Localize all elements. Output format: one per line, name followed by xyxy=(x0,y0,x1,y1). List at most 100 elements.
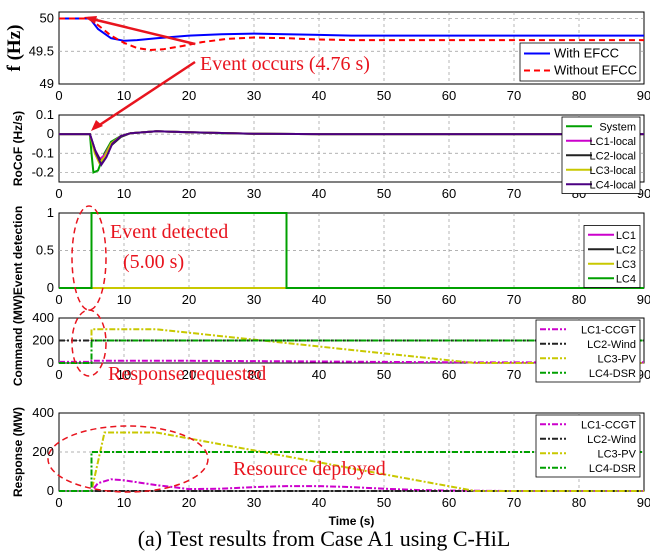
y-axis-label: RoCoF (Hz/s) xyxy=(11,111,25,186)
legend-box xyxy=(583,225,641,288)
y-tick-label: 0 xyxy=(47,280,54,295)
y-tick-label: 0 xyxy=(47,355,54,370)
x-tick-label: 80 xyxy=(572,292,586,307)
y-tick-label: -0.1 xyxy=(32,145,54,160)
resource-deployed-label: Resource deployed xyxy=(233,458,386,480)
x-tick-label: 20 xyxy=(182,367,196,382)
event-detected-ellipse xyxy=(71,205,107,311)
legend-entry: LC2-Wind xyxy=(587,434,636,446)
x-tick-label: 0 xyxy=(55,88,62,103)
event-detected-label: Event detected xyxy=(110,221,228,243)
figure-caption: (a) Test results from Case A1 using C-Hi… xyxy=(138,526,511,551)
response-requested-label: Response requested xyxy=(108,363,266,385)
y-tick-label: 49.5 xyxy=(29,43,54,58)
y-axis-label: f (Hz) xyxy=(4,25,25,72)
legend-box xyxy=(519,42,641,82)
x-tick-label: 0 xyxy=(55,367,62,382)
x-tick-label: 70 xyxy=(507,292,521,307)
frequency-panel: 0 10 20 30 40 50 60 70 80 90 49 49.5 50 f (Hz) With EF… xyxy=(4,11,650,103)
event-arrowhead-1 xyxy=(84,16,97,24)
series-line-without-efcc xyxy=(59,17,644,52)
legend-entry: LC1 xyxy=(616,230,636,242)
x-tick-label: 90 xyxy=(637,495,650,510)
x-tick-label: 30 xyxy=(247,88,261,103)
x-tick-label: 20 xyxy=(182,88,196,103)
x-tick-label: 0 xyxy=(55,292,62,307)
y-tick-label: 400 xyxy=(32,310,54,325)
y-tick-label: 400 xyxy=(32,405,54,420)
x-tick-label: 40 xyxy=(312,367,326,382)
y-tick-label: 0.1 xyxy=(36,107,54,122)
legend-entry: LC1-CCGT xyxy=(581,324,636,336)
x-tick-label: 40 xyxy=(312,186,326,201)
y-tick-label: 49 xyxy=(40,76,54,91)
legend-box xyxy=(535,319,641,383)
x-tick-label: 60 xyxy=(442,88,456,103)
x-tick-label: 60 xyxy=(442,292,456,307)
legend-entry: LC3-PV xyxy=(597,448,636,460)
event-arrowhead-2 xyxy=(91,120,103,131)
legend-entry: Without EFCC xyxy=(554,63,637,78)
y-tick-label: 200 xyxy=(32,333,54,348)
x-tick-label: 10 xyxy=(117,88,131,103)
x-tick-label: 20 xyxy=(182,495,196,510)
command-panel: 01020304050607080904002000Command (MW)LC… xyxy=(11,295,650,386)
legend-entry: LC1-CCGT xyxy=(581,419,636,431)
x-tick-label: 30 xyxy=(247,367,261,382)
x-axis-label: Time (s) xyxy=(329,514,375,528)
x-tick-label: 30 xyxy=(247,186,261,201)
x-tick-label: 50 xyxy=(377,88,391,103)
series-line-lc4-dsr xyxy=(59,451,644,492)
x-tick-label: 70 xyxy=(507,495,521,510)
y-axis-label: Event detection xyxy=(11,206,25,295)
resource-deployed-ellipse xyxy=(47,425,209,493)
legend-entry: System xyxy=(599,121,636,133)
response-requested-ellipse xyxy=(71,309,107,377)
series-line-with-efcc xyxy=(59,17,644,42)
x-tick-label: 0 xyxy=(55,186,62,201)
x-tick-label: 50 xyxy=(377,495,391,510)
series-line-lc4 xyxy=(59,212,644,289)
plot-area xyxy=(58,114,645,183)
x-tick-label: 90 xyxy=(637,292,650,307)
event-occurs-label: Event occurs (4.76 s) xyxy=(200,53,370,75)
x-tick-label: 70 xyxy=(507,88,521,103)
legend-entry: LC4-DSR xyxy=(589,463,636,475)
legend-entry: With EFCC xyxy=(554,46,619,61)
event-detection-panel: 0 10 20 30 40 50 60 70 80 90 1 0.5 0 Event detection L… xyxy=(11,205,650,307)
y-tick-label: 0.5 xyxy=(36,243,54,258)
x-tick-label: 10 xyxy=(117,367,131,382)
x-tick-label: 10 xyxy=(117,292,131,307)
legend-box xyxy=(535,414,641,478)
legend-entry: LC4 xyxy=(616,273,636,285)
y-axis-label: Response (MW) xyxy=(11,407,25,497)
x-tick-label: 50 xyxy=(377,186,391,201)
x-tick-label: 20 xyxy=(182,292,196,307)
x-tick-label: 70 xyxy=(507,367,521,382)
legend-entry: LC2-Wind xyxy=(587,339,636,351)
x-tick-label: 40 xyxy=(312,495,326,510)
legend-entry: LC3-PV xyxy=(597,353,636,365)
event-detected-time-label: (5.00 s) xyxy=(123,251,184,273)
y-tick-label: 50 xyxy=(40,11,54,26)
x-tick-label: 30 xyxy=(247,495,261,510)
x-tick-label: 60 xyxy=(442,186,456,201)
y-axis-label: Command (MW) xyxy=(11,295,25,386)
x-tick-label: 80 xyxy=(572,495,586,510)
x-tick-label: 20 xyxy=(182,186,196,201)
x-tick-label: 30 xyxy=(247,292,261,307)
x-tick-label: 90 xyxy=(637,88,650,103)
y-tick-label: 0 xyxy=(47,126,54,141)
x-tick-label: 40 xyxy=(312,292,326,307)
response-panel: 0 10 20 30 40 50 60 70 80 90 400 200 0 Response (MW) T… xyxy=(11,405,650,528)
legend-entry: LC4-DSR xyxy=(589,368,636,380)
x-tick-label: 60 xyxy=(442,495,456,510)
y-tick-label: 0 xyxy=(47,483,54,498)
x-tick-label: 60 xyxy=(442,367,456,382)
annotation-shapes xyxy=(47,16,209,493)
x-tick-label: 80 xyxy=(572,88,586,103)
x-tick-label: 10 xyxy=(117,186,131,201)
x-tick-label: 70 xyxy=(507,186,521,201)
